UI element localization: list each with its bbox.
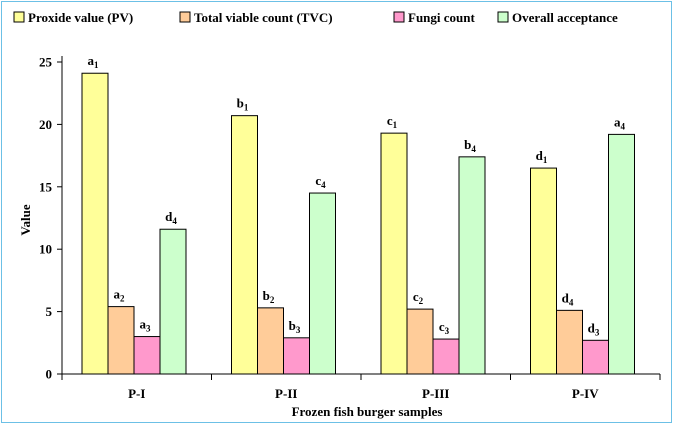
y-tick-label: 10 — [39, 242, 52, 257]
bar — [81, 72, 109, 375]
legend: Proxide value (PV) Total viable count (TV… — [13, 10, 618, 25]
significance-label: d4 — [165, 209, 177, 226]
legend-swatch — [497, 11, 509, 23]
significance-label: d4 — [562, 290, 574, 307]
significance-label: b1 — [237, 96, 249, 113]
x-tick-label: P-I — [128, 386, 145, 401]
bar — [582, 339, 609, 375]
significance-label: a1 — [88, 53, 100, 70]
significance-label: b2 — [263, 288, 275, 305]
y-tick-label: 25 — [39, 55, 53, 70]
x-tick-label: P-III — [422, 386, 449, 401]
legend-swatch — [393, 11, 405, 23]
bars: a1 a2 a3 d4 b1 b2 b3 c4 c1 c2 c3 b4 d1 d4 d3 a4 — [81, 53, 635, 375]
significance-label: a3 — [140, 317, 152, 334]
bar — [309, 192, 336, 375]
legend-label: Total viable count (TVC) — [194, 10, 333, 25]
significance-label: b3 — [289, 318, 301, 335]
x-axis-label: Frozen fish burger samples — [292, 404, 443, 419]
bar — [530, 167, 557, 375]
bar — [458, 156, 486, 375]
x-tick-label: P-IV — [572, 386, 599, 401]
bar — [231, 115, 258, 375]
y-tick-label: 15 — [39, 179, 53, 194]
significance-label: c3 — [439, 319, 450, 336]
bar — [380, 132, 408, 375]
legend-label: Fungi count — [408, 10, 475, 25]
y-axis-label: Value — [18, 204, 33, 236]
significance-label: c1 — [387, 113, 398, 130]
bar — [107, 306, 135, 375]
significance-label: b4 — [464, 137, 476, 154]
bar — [159, 228, 187, 375]
legend-label: Overall acceptance — [512, 10, 618, 25]
bar — [257, 307, 284, 375]
legend-swatch — [13, 11, 25, 23]
bar — [432, 338, 460, 375]
bar — [406, 308, 434, 375]
bar — [556, 309, 583, 375]
significance-label: c2 — [413, 289, 424, 306]
legend-label: Proxide value (PV) — [28, 10, 133, 25]
y-tick-label: 5 — [46, 304, 53, 319]
bar — [608, 133, 635, 375]
significance-label: c4 — [315, 173, 326, 190]
y-tick-label: 0 — [46, 367, 53, 382]
bar — [283, 337, 310, 375]
bar — [133, 336, 161, 375]
y-tick-label: 20 — [39, 117, 52, 132]
significance-label: a2 — [114, 287, 126, 304]
significance-label: d1 — [536, 148, 548, 165]
significance-label: a4 — [614, 114, 626, 131]
legend-swatch — [179, 11, 191, 23]
significance-label: d3 — [588, 320, 600, 337]
x-tick-label: P-II — [275, 386, 297, 401]
